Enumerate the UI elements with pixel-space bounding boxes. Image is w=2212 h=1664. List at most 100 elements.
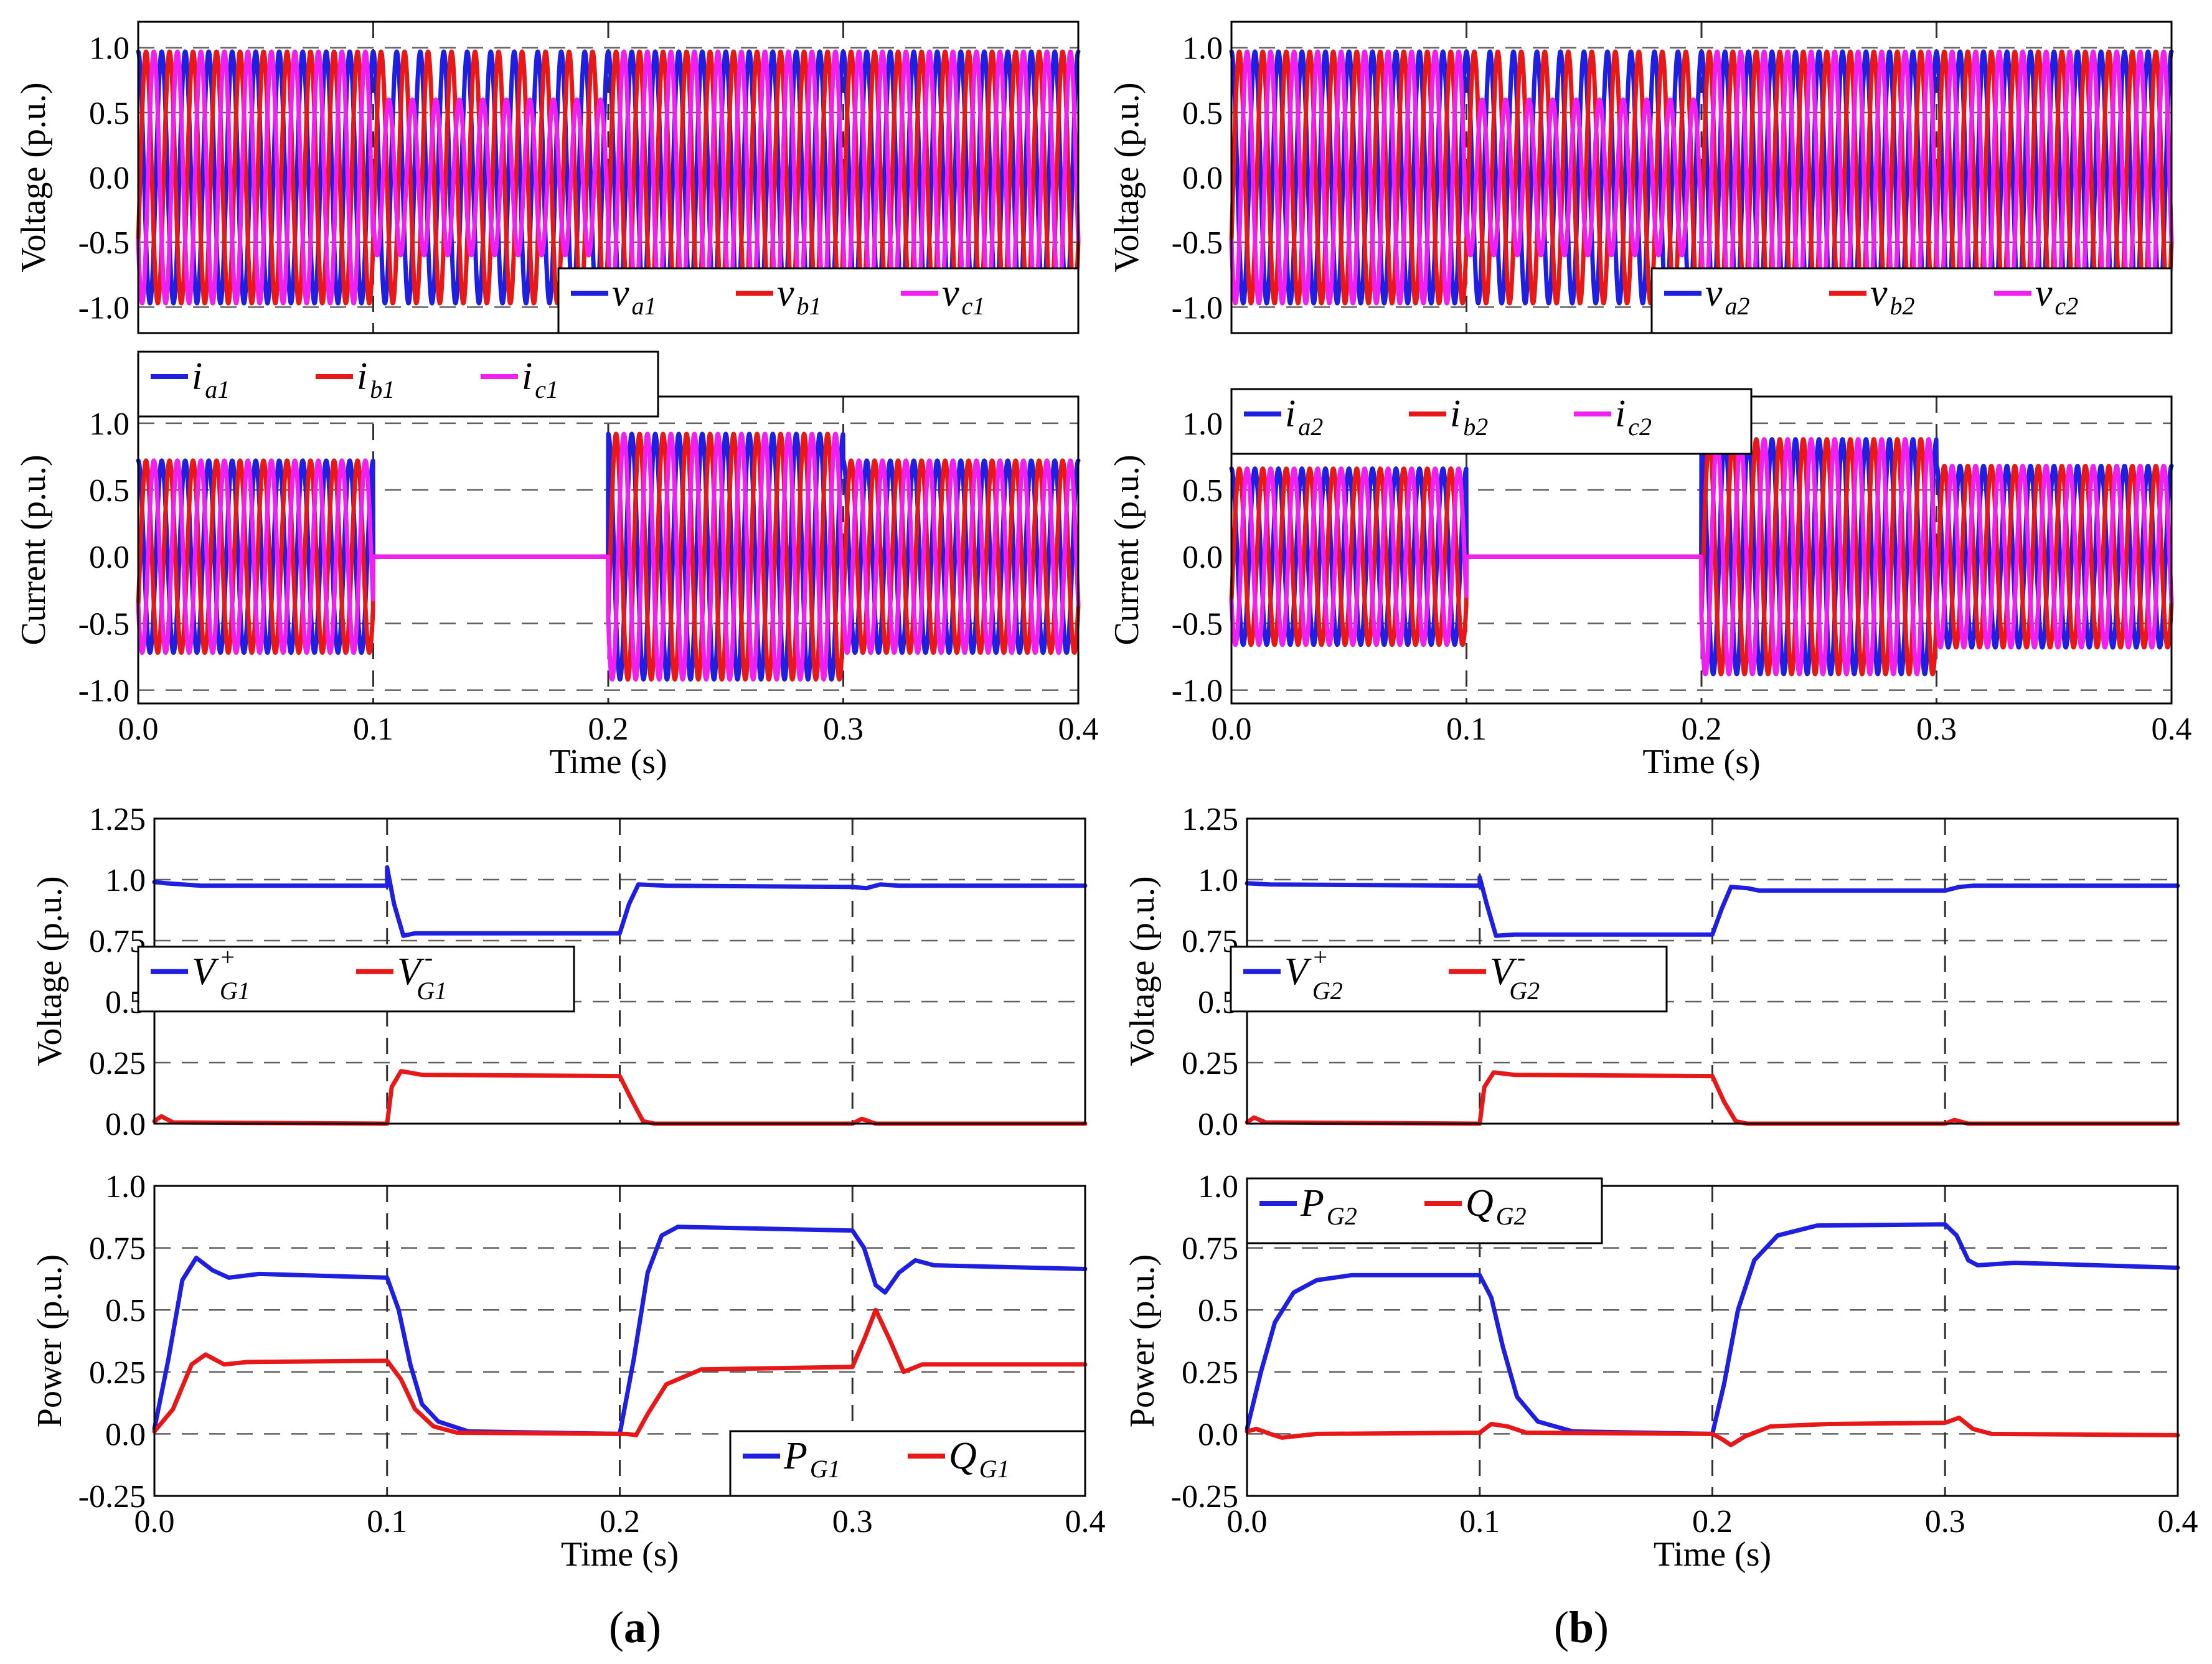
series-ic1 (136, 431, 1081, 682)
legend-b2: i a2 i b2 i c2 (1230, 388, 1753, 455)
legend-entry-VG1: V + G1 (192, 943, 250, 1005)
y-tick-label: -1.0 (1172, 674, 1223, 709)
legend-entry-VG2: V -G2 (1490, 943, 1540, 1005)
x-tick-label: 0.2 (588, 712, 629, 747)
y-tick-label: 1.0 (105, 863, 146, 898)
y-tick-label: -1.0 (1172, 290, 1223, 326)
x-tick-label: 0.3 (1916, 712, 1957, 747)
y-tick-label: 1.0 (89, 407, 129, 442)
x-axis-label: Time (s) (1642, 743, 1760, 781)
legend-entry-ic2: i c2 (1615, 393, 1652, 441)
y-tick-label: 1.0 (89, 31, 129, 67)
y-tick-label: 0.0 (1198, 1107, 1238, 1142)
legend-b3: V + G2 V -G2 (1230, 943, 1668, 1013)
plot-frame (153, 1185, 1086, 1497)
x-tick-label: 0.4 (1065, 1504, 1106, 1539)
series-vc1 (136, 49, 1081, 306)
y-tick-label: 0.0 (105, 1107, 146, 1142)
y-tick-label: -0.5 (1172, 606, 1223, 642)
legend-entry-ib2: i b2 (1450, 393, 1488, 441)
y-tick-label: -1.0 (78, 290, 129, 326)
chart-a4: 1.00.750.50.250.0-0.250.0 0.1 0.2 0.3 0.4Pow… (31, 1169, 1106, 1574)
svg-text:(b): (b) (1554, 1602, 1609, 1652)
y-axis-label: Current (p.u.) (14, 454, 53, 645)
legend-b4: P G2 Q G2 (1246, 1177, 1603, 1244)
x-tick-label: 0.2 (600, 1504, 640, 1539)
x-tick-label: 0.4 (2152, 712, 2192, 747)
series-QG2 (1245, 1416, 2180, 1447)
y-tick-label: 0.75 (1182, 924, 1238, 959)
legend-box (1230, 388, 1753, 455)
x-tick-label: 0.3 (832, 1504, 873, 1539)
y-tick-label: 0.5 (1198, 1293, 1238, 1328)
series-VG2+ (1245, 875, 2180, 938)
chart-b1: 1.0 0.5 0.0 -0.5 -1.0 Voltage (p.u.) v a2 v b2 v c2 (1108, 21, 2174, 334)
panel-label-a: (a) (609, 1602, 661, 1652)
x-tick-label: 0.1 (1446, 712, 1487, 747)
x-axis-label: Time (s) (549, 743, 667, 781)
y-axis-label: Current (p.u.) (1108, 454, 1146, 645)
x-tick-label: 0.3 (1925, 1504, 1965, 1539)
y-tick-label: 0.5 (1182, 473, 1223, 509)
svg-text:(a): (a) (609, 1602, 661, 1652)
panel-label-a-letter: a (624, 1602, 646, 1652)
panels: 1.0 0.5 0.0 -0.5 -1.0 Voltage (p.u.) v a1 v b1 v c1… (14, 21, 2198, 1574)
legend-a2: i a1 i b1 i c1 (137, 350, 659, 418)
legend-entry-VG1: V -G1 (397, 943, 447, 1005)
plot-frame (1246, 1185, 2179, 1497)
x-axis-label: Time (s) (1654, 1535, 1771, 1574)
y-tick-label: -0.25 (78, 1479, 146, 1515)
y-tick-label: 0.25 (1182, 1355, 1238, 1391)
x-tick-label: 0.2 (1682, 712, 1722, 747)
y-tick-label: 0.5 (105, 1293, 146, 1328)
legend-entry-vb1: v b1 (777, 272, 822, 320)
legend-box (137, 946, 575, 1013)
y-axis-label: Voltage (p.u.) (1123, 876, 1162, 1066)
y-tick-label: -0.5 (1172, 225, 1223, 261)
legend-entry-vc1: v c1 (942, 272, 985, 320)
legend-b1: v a2 v b2 v c2 (1650, 267, 2173, 334)
x-tick-label: 0.0 (1212, 712, 1252, 747)
x-tick-label: 0.0 (134, 1504, 175, 1539)
legend-box (1650, 267, 2173, 334)
y-tick-label: 1.0 (1182, 31, 1223, 67)
y-tick-label: 1.0 (1198, 863, 1238, 898)
series-ic2 (1229, 437, 2174, 677)
legend-entry-QG2: Q G2 (1466, 1182, 1527, 1230)
legend-box (557, 267, 1080, 334)
x-tick-label: 0.0 (1227, 1504, 1268, 1539)
y-tick-label: 1.25 (1182, 802, 1238, 837)
legend-a4: P G1 Q G1 (729, 1430, 1086, 1497)
y-tick-label: 0.0 (1182, 540, 1223, 575)
legend-box (729, 1430, 1086, 1497)
y-tick-label: 0.25 (89, 1046, 146, 1081)
y-tick-label: -0.5 (78, 225, 129, 261)
y-tick-label: 1.25 (89, 802, 146, 837)
legend-a1: v a1 v b1 v c1 (557, 267, 1080, 334)
y-tick-label: 0.75 (89, 924, 146, 959)
chart-b4: 1.00.750.50.250.0-0.250.0 0.1 0.2 0.3 0.4Pow… (1123, 1169, 2198, 1574)
legend-entry-vb2: v b2 (1870, 272, 1915, 320)
y-tick-label: -0.5 (78, 606, 129, 642)
y-tick-label: 0.5 (1182, 96, 1223, 131)
legend-entry-ib1: i b1 (357, 355, 395, 403)
y-tick-label: 0.5 (89, 473, 129, 509)
y-tick-label: 0.5 (89, 96, 129, 131)
legend-entry-ia2: i a2 (1285, 393, 1323, 441)
y-axis-label: Voltage (p.u.) (14, 82, 53, 272)
y-tick-label: 0.75 (89, 1231, 146, 1267)
y-tick-label: 0.0 (1198, 1417, 1238, 1452)
legend-entry-PG1: P G1 (783, 1435, 840, 1483)
y-axis-label: Power (p.u.) (1123, 1254, 1162, 1427)
legend-entry-va1: v a1 (612, 272, 657, 320)
x-tick-label: 0.3 (823, 712, 864, 747)
y-tick-label: 0.25 (1182, 1046, 1238, 1081)
legend-entry-ic1: i c1 (522, 355, 558, 403)
x-tick-label: 0.0 (118, 712, 159, 747)
x-tick-label: 0.1 (367, 1504, 407, 1539)
legend-entry-vc2: v c2 (2035, 272, 2078, 320)
legend-box (1246, 1177, 1603, 1244)
